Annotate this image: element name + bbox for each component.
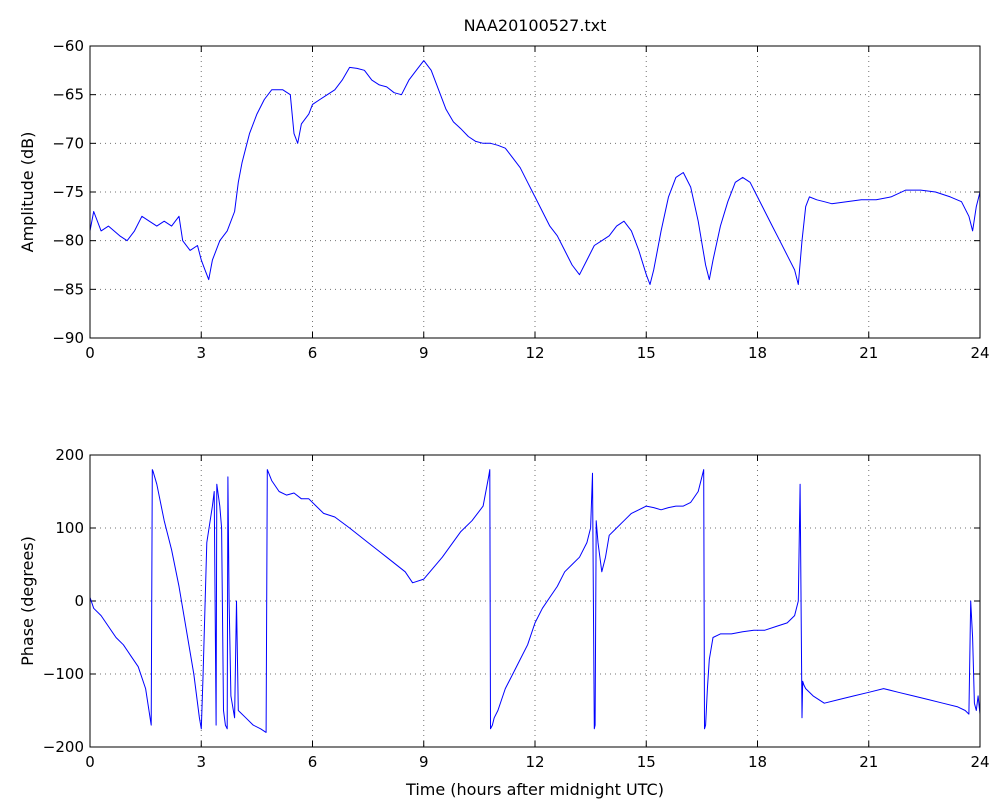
- plot-frame: [89, 45, 981, 339]
- plot-frame: [89, 454, 981, 748]
- series-line-0: [89, 469, 981, 733]
- chart-title: NAA20100527.txt: [464, 16, 607, 35]
- y-tick-label: 200: [55, 446, 84, 464]
- x-tick-label: 24: [970, 753, 989, 771]
- y-axis-label: Amplitude (dB): [18, 132, 37, 253]
- x-tick-label: 21: [859, 344, 878, 362]
- y-tick-label: 100: [55, 519, 84, 537]
- y-tick-label: −100: [43, 665, 84, 683]
- x-tick-label: 24: [970, 344, 989, 362]
- x-tick-label: 0: [85, 753, 95, 771]
- y-tick-label: −200: [43, 738, 84, 756]
- x-tick-label: 18: [748, 344, 767, 362]
- x-tick-label: 6: [308, 753, 318, 771]
- x-tick-label: 15: [637, 344, 656, 362]
- x-tick-label: 6: [308, 344, 318, 362]
- x-tick-label: 12: [525, 344, 544, 362]
- x-tick-label: 18: [748, 753, 767, 771]
- x-tick-label: 3: [196, 344, 206, 362]
- y-tick-label: −65: [52, 86, 84, 104]
- y-tick-label: −60: [52, 37, 84, 55]
- y-tick-label: −80: [52, 232, 84, 250]
- x-tick-label: 9: [419, 344, 429, 362]
- y-tick-label: −90: [52, 329, 84, 347]
- amplitude-plot: 0 3 6 9 12 15 18 21 24 −90 −85 −80 −75 −70 −65 −60 NAA20…: [18, 16, 990, 362]
- x-axis-label: Time (hours after midnight UTC): [405, 780, 664, 799]
- y-tick-label: −75: [52, 183, 84, 201]
- y-tick-label: −85: [52, 280, 84, 298]
- x-tick-label: 15: [637, 753, 656, 771]
- x-tick-label: 9: [419, 753, 429, 771]
- phase-plot: 0 3 6 9 12 15 18 21 24 −200 −100 0 100 200 Phase (degr…: [18, 446, 990, 799]
- y-tick-label: −70: [52, 134, 84, 152]
- y-tick-label: 0: [74, 592, 84, 610]
- x-tick-label: 21: [859, 753, 878, 771]
- x-tick-label: 3: [196, 753, 206, 771]
- y-axis-label: Phase (degrees): [18, 536, 37, 666]
- x-tick-label: 0: [85, 344, 95, 362]
- x-tick-label: 12: [525, 753, 544, 771]
- series-line-0: [89, 60, 981, 285]
